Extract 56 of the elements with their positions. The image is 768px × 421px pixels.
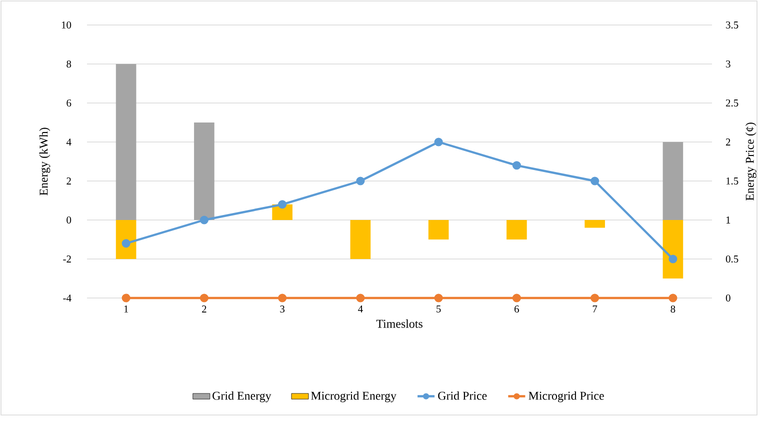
point xyxy=(434,294,443,302)
point xyxy=(512,294,521,302)
bar xyxy=(506,220,527,240)
x-tick-label: 8 xyxy=(670,306,676,313)
x-tick-label: 4 xyxy=(358,306,363,312)
x-tick-label: 3 xyxy=(280,306,285,313)
y2-tick-label: 0 xyxy=(726,294,730,302)
point xyxy=(278,200,287,209)
legend-label: Microgrid Energy xyxy=(311,391,396,402)
point xyxy=(590,294,600,302)
legend-label: Microgrid Price xyxy=(528,391,604,402)
point xyxy=(512,161,521,170)
y2-tick-label: 3 xyxy=(726,60,730,68)
point xyxy=(356,176,365,186)
point xyxy=(200,294,208,302)
y2-axis-title: Energy Price (¢) xyxy=(745,122,756,201)
bar xyxy=(194,122,214,220)
y2-tick-label: 1 xyxy=(726,216,730,224)
y-tick-label: 0 xyxy=(66,216,72,224)
y-tick-label: 8 xyxy=(66,60,72,68)
point xyxy=(590,176,600,186)
bar xyxy=(584,220,605,228)
x-tick-label: 2 xyxy=(202,306,206,312)
x-tick-label: 7 xyxy=(592,306,598,312)
y-axis-title: Energy (kWh) xyxy=(39,128,50,196)
point xyxy=(122,239,130,248)
y2-tick-label: 3.5 xyxy=(726,21,738,29)
bar xyxy=(116,64,136,220)
x-tick-label: 5 xyxy=(436,306,441,312)
legend-label: Grid Energy xyxy=(212,391,272,402)
point xyxy=(278,294,287,302)
y-tick-label: -4 xyxy=(63,294,72,302)
y2-tick-label: 1.5 xyxy=(726,177,738,185)
y-tick-label: 6 xyxy=(66,99,72,107)
y-tick-label: 4 xyxy=(66,138,72,146)
bar xyxy=(116,220,136,259)
point xyxy=(200,216,208,224)
point xyxy=(668,254,678,264)
bar xyxy=(662,142,684,220)
bar xyxy=(428,220,449,240)
y2-tick-label: 2.5 xyxy=(726,99,738,107)
x-tick-label: 1 xyxy=(124,306,128,312)
legend-label: Grid Price xyxy=(438,391,487,400)
x-tick-label: 6 xyxy=(514,306,519,313)
y-tick-label: 10 xyxy=(62,21,72,29)
y-tick-label: 2 xyxy=(66,178,71,184)
point xyxy=(122,294,130,302)
y-tick-label: -2 xyxy=(63,256,71,262)
point xyxy=(668,294,678,302)
point xyxy=(356,294,365,302)
x-axis-title: Timeslots xyxy=(376,319,422,328)
y2-tick-label: 0.5 xyxy=(726,255,738,263)
bar xyxy=(350,220,371,259)
y2-tick-label: 2 xyxy=(726,138,730,146)
bar xyxy=(662,220,684,278)
point xyxy=(434,138,443,146)
